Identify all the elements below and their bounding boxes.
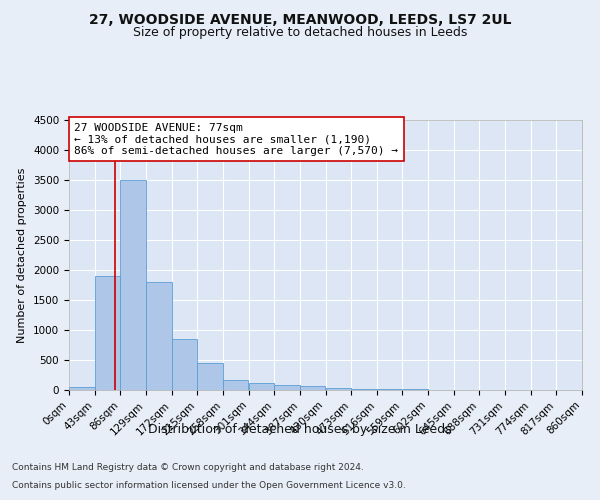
Bar xyxy=(377,389,403,390)
Bar xyxy=(146,282,172,390)
Text: Size of property relative to detached houses in Leeds: Size of property relative to detached ho… xyxy=(133,26,467,39)
Y-axis label: Number of detached properties: Number of detached properties xyxy=(17,168,28,342)
Bar xyxy=(351,389,377,390)
Bar xyxy=(326,388,351,390)
Text: Distribution of detached houses by size in Leeds: Distribution of detached houses by size … xyxy=(148,422,452,436)
Bar xyxy=(121,180,146,390)
Bar xyxy=(172,339,197,390)
Bar xyxy=(95,276,120,390)
Bar xyxy=(300,386,325,390)
Text: Contains HM Land Registry data © Crown copyright and database right 2024.: Contains HM Land Registry data © Crown c… xyxy=(12,464,364,472)
Text: 27 WOODSIDE AVENUE: 77sqm
← 13% of detached houses are smaller (1,190)
86% of se: 27 WOODSIDE AVENUE: 77sqm ← 13% of detac… xyxy=(74,122,398,156)
Bar xyxy=(197,363,223,390)
Bar xyxy=(223,380,248,390)
Bar xyxy=(274,385,300,390)
Text: Contains public sector information licensed under the Open Government Licence v3: Contains public sector information licen… xyxy=(12,481,406,490)
Bar xyxy=(248,384,274,390)
Text: 27, WOODSIDE AVENUE, MEANWOOD, LEEDS, LS7 2UL: 27, WOODSIDE AVENUE, MEANWOOD, LEEDS, LS… xyxy=(89,12,511,26)
Bar xyxy=(69,387,95,390)
